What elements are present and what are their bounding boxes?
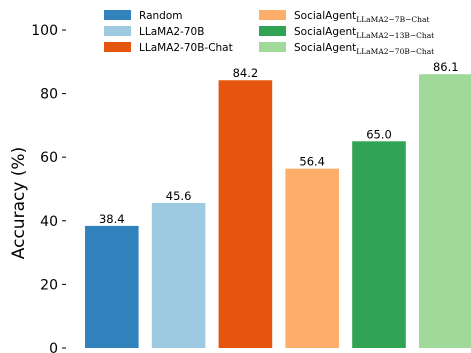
bar bbox=[151, 202, 206, 348]
bar-value-label: 45.6 bbox=[166, 189, 192, 203]
bar bbox=[218, 80, 273, 348]
bars bbox=[85, 74, 471, 349]
legend-swatch bbox=[259, 26, 286, 36]
bar bbox=[285, 168, 339, 348]
bar-value-label: 38.4 bbox=[99, 212, 125, 226]
bar bbox=[85, 225, 139, 348]
bar-value-label: 65.0 bbox=[366, 127, 392, 141]
legend-label-subscript: LLaMA2−13B−Chat bbox=[356, 31, 434, 40]
bar-value-label: 84.2 bbox=[233, 66, 259, 80]
legend-swatch bbox=[104, 10, 131, 20]
legend-swatch bbox=[259, 42, 286, 52]
legend-swatch bbox=[259, 10, 286, 20]
legend-label: LLaMA2-70B-Chat bbox=[139, 42, 233, 54]
legend-label: SocialAgentLLaMA2−13B−Chat bbox=[294, 26, 434, 40]
legend-swatch bbox=[104, 42, 131, 52]
legend-label-subscript: LLaMA2−70B−Chat bbox=[356, 47, 434, 56]
bar-value-label: 86.1 bbox=[433, 60, 459, 74]
bar-value-label: 56.4 bbox=[299, 155, 325, 169]
y-tick-label: 100 bbox=[31, 23, 58, 39]
legend-swatch bbox=[104, 26, 131, 36]
legend-label: LLaMA2-70B bbox=[139, 26, 204, 38]
legend: Random LLaMA2-70B LLaMA2-70B-Chat SocialAge… bbox=[104, 10, 434, 56]
bar bbox=[419, 74, 471, 349]
y-axis-title: Accuracy (%) bbox=[9, 147, 29, 259]
value-labels: 38.4 45.6 84.2 56.4 65.0 86.1 bbox=[99, 60, 459, 226]
y-tick-label: 60 bbox=[40, 150, 58, 166]
y-tick-label: 0 bbox=[49, 341, 58, 353]
y-tick-label: 80 bbox=[40, 87, 58, 103]
y-tick-label: 20 bbox=[40, 277, 58, 293]
bar bbox=[352, 141, 406, 348]
legend-label: SocialAgentLLaMA2−7B−Chat bbox=[294, 10, 429, 24]
y-axis: 0 20 40 60 80 100 bbox=[31, 23, 66, 353]
legend-label-subscript: LLaMA2−7B−Chat bbox=[356, 15, 429, 24]
legend-label: SocialAgentLLaMA2−70B−Chat bbox=[294, 42, 434, 56]
legend-label: Random bbox=[139, 10, 182, 22]
y-tick-label: 40 bbox=[40, 214, 58, 230]
